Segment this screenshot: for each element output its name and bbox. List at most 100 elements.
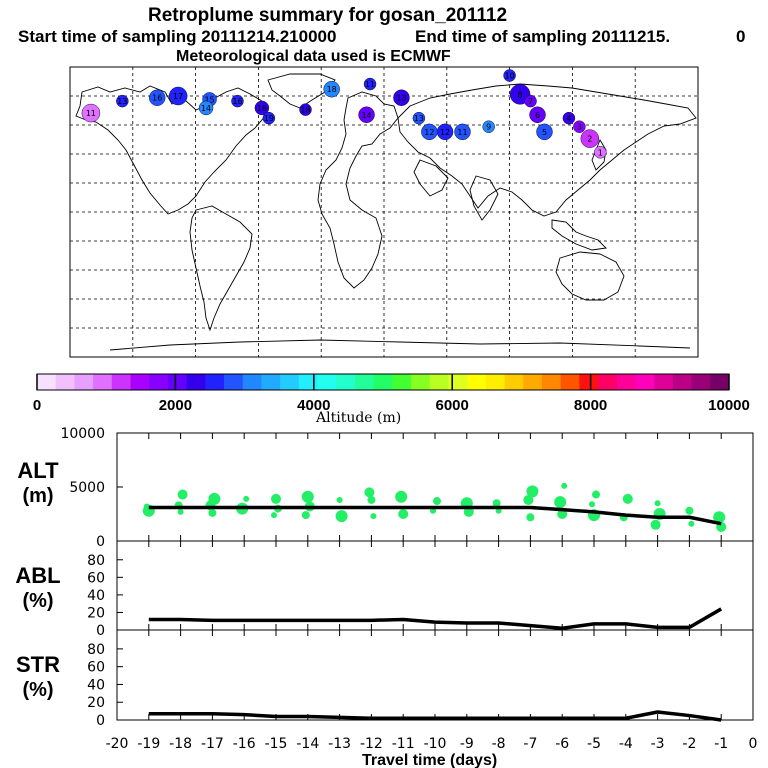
y-tick-label: 10000 xyxy=(60,426,105,442)
colorbar-cell xyxy=(504,374,524,390)
colorbar-cell xyxy=(130,374,150,390)
alt-data-point xyxy=(713,511,726,524)
plume-marker-label: 7 xyxy=(528,97,533,106)
y-axis-label: ABL xyxy=(15,563,60,588)
x-tick-label: -15 xyxy=(265,736,288,752)
colorbar-cell xyxy=(654,374,674,390)
y-axis-label: STR xyxy=(16,652,60,677)
alt-data-point xyxy=(398,509,409,519)
x-tick-label: -11 xyxy=(392,736,415,752)
plume-marker-label: 16 xyxy=(232,97,242,106)
y-tick-label: 0 xyxy=(96,713,105,729)
alt-data-point xyxy=(526,485,539,498)
end-time-label: End time of sampling 20111215. xyxy=(415,27,670,46)
x-tick-label: -6 xyxy=(555,736,569,752)
colorbar-cell xyxy=(672,374,693,390)
alt-data-point xyxy=(492,499,501,508)
colorbar-ticks: 0 2000 4000 6000 8000 10000 xyxy=(33,374,750,414)
colorbar-cell xyxy=(186,374,206,390)
colorbar-cell xyxy=(280,374,300,390)
plume-marker xyxy=(148,89,166,106)
plume-marker xyxy=(594,146,607,159)
plume-marker xyxy=(436,123,454,141)
x-tick-label: -4 xyxy=(619,736,633,752)
alt-data-point xyxy=(463,506,474,517)
plume-marker-label: 14 xyxy=(201,104,211,113)
north-america-coast xyxy=(75,85,267,215)
alt-data-point xyxy=(433,497,441,506)
y-tick-label: 60 xyxy=(87,660,105,676)
panel-frame xyxy=(116,629,754,721)
alt-data-point xyxy=(526,513,535,522)
plume-marker xyxy=(529,106,546,124)
plume-marker-label: 18 xyxy=(327,85,337,94)
y-tick-label: 40 xyxy=(87,588,105,604)
x-tick-label: -19 xyxy=(137,736,160,752)
colorbar-tick-label: 8000 xyxy=(574,397,607,414)
plume-marker-label: 13 xyxy=(396,94,406,103)
y-axis-unit: (m) xyxy=(22,485,53,507)
series-line-abl xyxy=(148,607,723,630)
colorbar-cell xyxy=(55,374,75,390)
plume-marker-label: 16 xyxy=(152,94,162,103)
colorbar-cell xyxy=(37,374,57,390)
x-tick-label: -20 xyxy=(106,736,129,752)
plume-marker xyxy=(231,94,244,108)
colorbar-cell xyxy=(242,374,262,390)
plume-marker-label: 11 xyxy=(86,109,96,118)
alt-data-point xyxy=(335,510,348,523)
antarctica-coast xyxy=(109,339,691,351)
plume-marker-label: 1 xyxy=(598,148,603,157)
colorbar-cell xyxy=(392,374,412,390)
figure-title: Retroplume summary for gosan_201112 xyxy=(148,5,507,26)
plume-marker-label: 18 xyxy=(257,104,267,113)
y-tick-label: 80 xyxy=(87,553,105,569)
colorbar-cell xyxy=(560,374,580,390)
x-tick-label: -14 xyxy=(296,736,319,752)
alt-data-point xyxy=(370,513,377,520)
series-line-str xyxy=(148,710,722,722)
alt-data-point xyxy=(523,494,534,505)
panel-frame xyxy=(116,540,754,631)
x-tick-label: -18 xyxy=(169,736,192,752)
colorbar-cell xyxy=(93,374,113,390)
alt-data-point xyxy=(561,482,568,489)
asia-coast xyxy=(397,83,697,217)
alt-data-point xyxy=(177,508,184,515)
x-tick-label: -10 xyxy=(424,736,447,752)
plume-marker-label: 18 xyxy=(300,106,310,115)
y-axis-label: ALT xyxy=(17,458,59,483)
alt-data-point xyxy=(243,495,250,502)
plume-marker-label: 8 xyxy=(518,90,523,99)
alt-data-point xyxy=(685,506,694,515)
x-tick-label: 0 xyxy=(749,736,758,752)
y-tick-label: 60 xyxy=(87,570,105,586)
plume-marker xyxy=(562,111,576,125)
y-tick-label: 80 xyxy=(87,642,105,658)
y-axis-unit: (%) xyxy=(22,679,53,701)
plume-marker xyxy=(454,123,471,141)
alt-data-point xyxy=(271,493,281,504)
arabia-coast xyxy=(413,159,449,197)
end-time-value: 0 xyxy=(736,27,745,46)
alt-data-point xyxy=(589,501,595,508)
x-tick-label: -8 xyxy=(492,736,506,752)
europe-africa-coast xyxy=(317,91,399,289)
plume-marker-label: 11 xyxy=(457,128,467,137)
plume-marker xyxy=(198,100,214,116)
australia-coast xyxy=(555,251,625,301)
x-tick-label: -13 xyxy=(328,736,351,752)
x-tick-label: -9 xyxy=(460,736,474,752)
alt-data-point xyxy=(367,495,376,504)
alt-data-point xyxy=(592,490,600,499)
colorbar-cell xyxy=(167,374,188,390)
colorbar-cell xyxy=(205,374,225,390)
colorbar-cell xyxy=(261,374,281,390)
x-tick-label: -7 xyxy=(523,736,537,752)
plume-marker-label: 10 xyxy=(505,72,515,81)
plume-marker xyxy=(580,129,600,148)
colorbar-cell xyxy=(710,374,730,390)
x-tick-label: -12 xyxy=(360,736,383,752)
